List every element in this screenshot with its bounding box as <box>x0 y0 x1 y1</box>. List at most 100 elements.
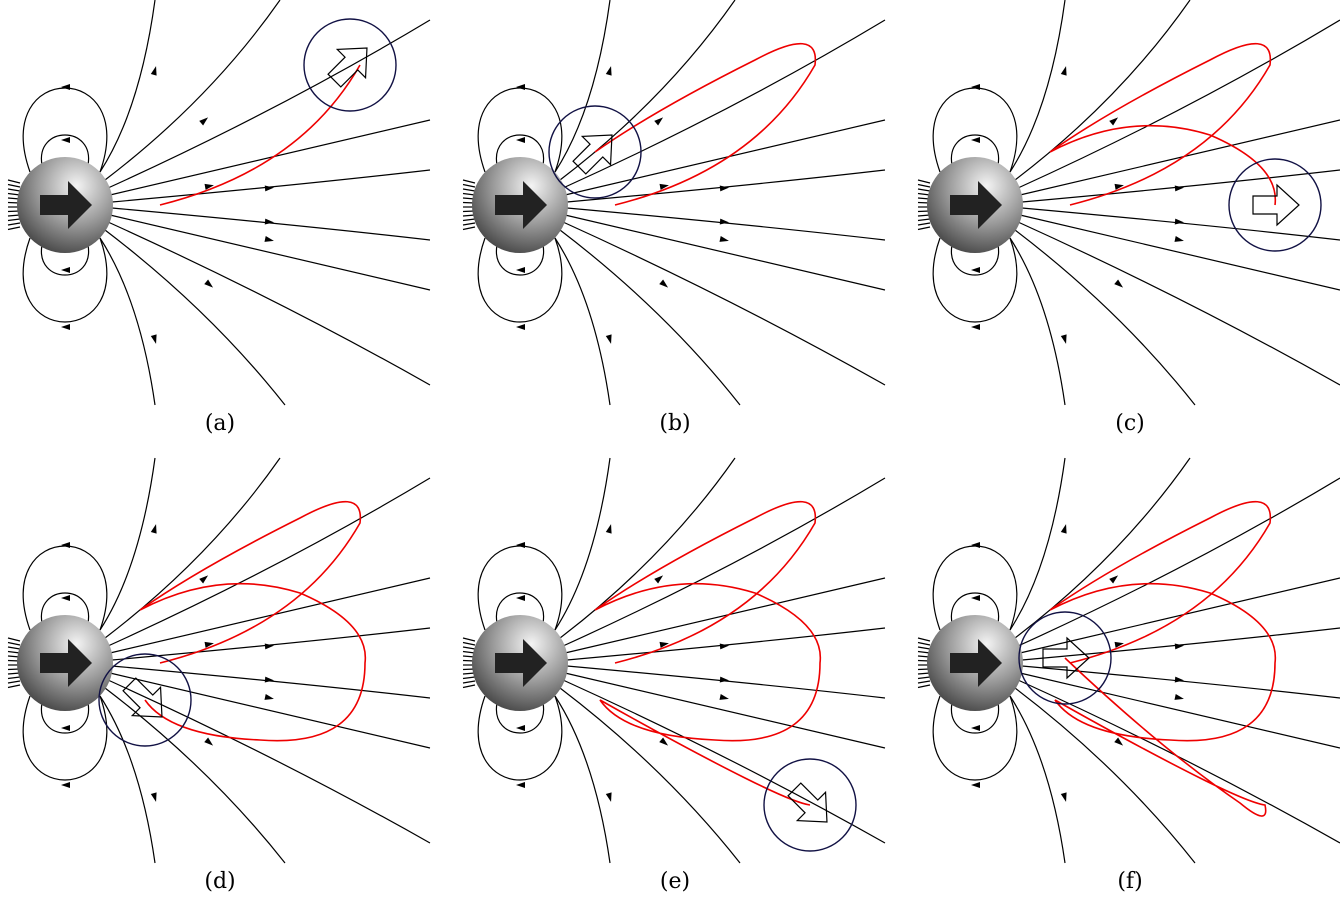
field-line <box>112 666 430 698</box>
field-arrow <box>61 137 70 143</box>
field-arrow <box>971 595 980 601</box>
panel-label: (a) <box>205 411 235 436</box>
field-line <box>1020 215 1340 290</box>
field-stub <box>463 189 475 191</box>
field-line <box>1015 458 1190 638</box>
field-stub <box>918 638 930 641</box>
field-arrow <box>606 65 614 75</box>
field-arrow <box>1175 643 1184 650</box>
field-line <box>563 222 885 385</box>
field-arrow <box>265 643 274 650</box>
field-line <box>563 478 885 646</box>
field-line <box>1022 628 1340 660</box>
field-arrow <box>719 694 729 702</box>
trajectory <box>595 502 820 805</box>
field-stub <box>918 227 930 230</box>
field-arrow <box>654 115 665 125</box>
field-arrow <box>265 185 274 192</box>
field-stub <box>918 685 930 688</box>
field-arrow <box>204 279 215 289</box>
field-stub <box>463 223 475 225</box>
field-stub <box>8 227 20 230</box>
field-arrow <box>61 84 70 90</box>
field-stub <box>918 219 930 221</box>
field-stub <box>918 681 930 683</box>
field-line <box>563 20 885 188</box>
field-stub <box>918 643 930 646</box>
field-arrow <box>606 792 614 802</box>
field-arrow <box>151 792 159 802</box>
field-stub <box>463 685 475 688</box>
panel-label: (c) <box>1115 411 1145 436</box>
panel: (b) <box>463 0 885 436</box>
field-arrow <box>151 523 159 533</box>
field-arrow <box>1174 694 1184 702</box>
field-stub <box>8 223 20 225</box>
field-line <box>110 578 430 653</box>
field-arrow <box>1174 236 1184 244</box>
field-arrow <box>971 324 980 330</box>
field-line <box>110 120 430 195</box>
field-arrow <box>1109 573 1120 583</box>
field-line <box>565 215 885 290</box>
field-arrow <box>264 694 274 702</box>
field-line <box>108 20 430 188</box>
field-arrow <box>1061 65 1069 75</box>
field-arrow <box>720 219 729 226</box>
field-line <box>112 208 430 240</box>
panel-label: (d) <box>204 869 235 894</box>
field-arrow <box>516 725 525 731</box>
field-arrow <box>151 65 159 75</box>
field-arrow <box>971 782 980 788</box>
field-arrow <box>659 737 670 747</box>
field-stub <box>918 185 930 188</box>
field-line <box>105 688 285 863</box>
field-arrow <box>606 523 614 533</box>
field-stub <box>918 647 930 649</box>
field-line <box>560 230 740 405</box>
field-arrow <box>516 137 525 143</box>
field-line <box>567 628 885 660</box>
moving-dipole <box>304 19 396 111</box>
field-stub <box>463 647 475 649</box>
field-arrow <box>61 324 70 330</box>
trajectory <box>140 502 365 741</box>
field-arrow <box>516 595 525 601</box>
field-stub <box>918 677 930 679</box>
field-stub <box>463 180 475 183</box>
field-stub <box>918 223 930 225</box>
field-stub <box>8 638 20 641</box>
panel: (f) <box>918 458 1340 894</box>
panel-label: (e) <box>660 869 690 894</box>
field-line <box>565 120 885 195</box>
field-stub <box>463 638 475 641</box>
field-arrow <box>61 595 70 601</box>
field-stub <box>918 180 930 183</box>
field-arrow <box>1175 219 1184 226</box>
field-stub <box>8 681 20 683</box>
field-line <box>1015 0 1190 180</box>
field-arrow <box>971 725 980 731</box>
figure: (a) (b) (c) (d) (e) (f) <box>0 0 1340 898</box>
panel-label: (f) <box>1117 869 1142 894</box>
field-arrow <box>151 334 159 344</box>
field-line <box>1015 688 1195 863</box>
field-arrow <box>264 236 274 244</box>
field-line <box>110 673 430 748</box>
page: {"panels": [{"label": "(a)"}, {"label": … <box>0 0 1340 898</box>
moving-arrow <box>1253 185 1299 225</box>
field-arrow <box>199 573 210 583</box>
field-line <box>112 170 430 202</box>
field-stub <box>8 189 20 191</box>
field-line <box>567 170 885 202</box>
field-line <box>105 458 280 638</box>
field-arrow <box>654 573 665 583</box>
field-stub <box>463 227 475 230</box>
field-arrow <box>659 279 670 289</box>
field-stub <box>463 677 475 679</box>
moving-arrow <box>320 34 381 95</box>
panel-label: (b) <box>659 411 690 436</box>
field-line <box>112 628 430 660</box>
field-arrow <box>1114 737 1125 747</box>
field-arrow <box>1061 334 1069 344</box>
